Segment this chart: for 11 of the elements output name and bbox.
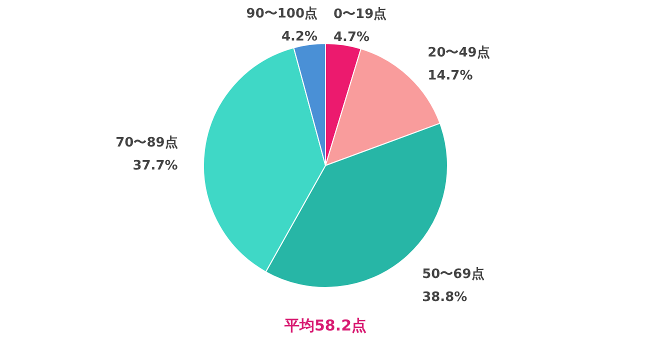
slice-label: 90〜100点 bbox=[246, 5, 318, 22]
slice-label: 0〜19点 bbox=[334, 6, 387, 22]
data-label: 4.7% bbox=[334, 30, 370, 45]
slice-label: 20〜49点 bbox=[428, 44, 490, 61]
slice-label: 70〜89点 bbox=[116, 134, 178, 151]
data-label: 4.2% bbox=[281, 29, 318, 44]
data-label: 14.7% bbox=[428, 68, 473, 84]
slice-label: 50〜69点 bbox=[422, 266, 484, 282]
data-label: 38.8% bbox=[422, 290, 468, 306]
text: 平均58.2点 bbox=[283, 316, 367, 334]
data-label: 37.7% bbox=[132, 158, 178, 174]
